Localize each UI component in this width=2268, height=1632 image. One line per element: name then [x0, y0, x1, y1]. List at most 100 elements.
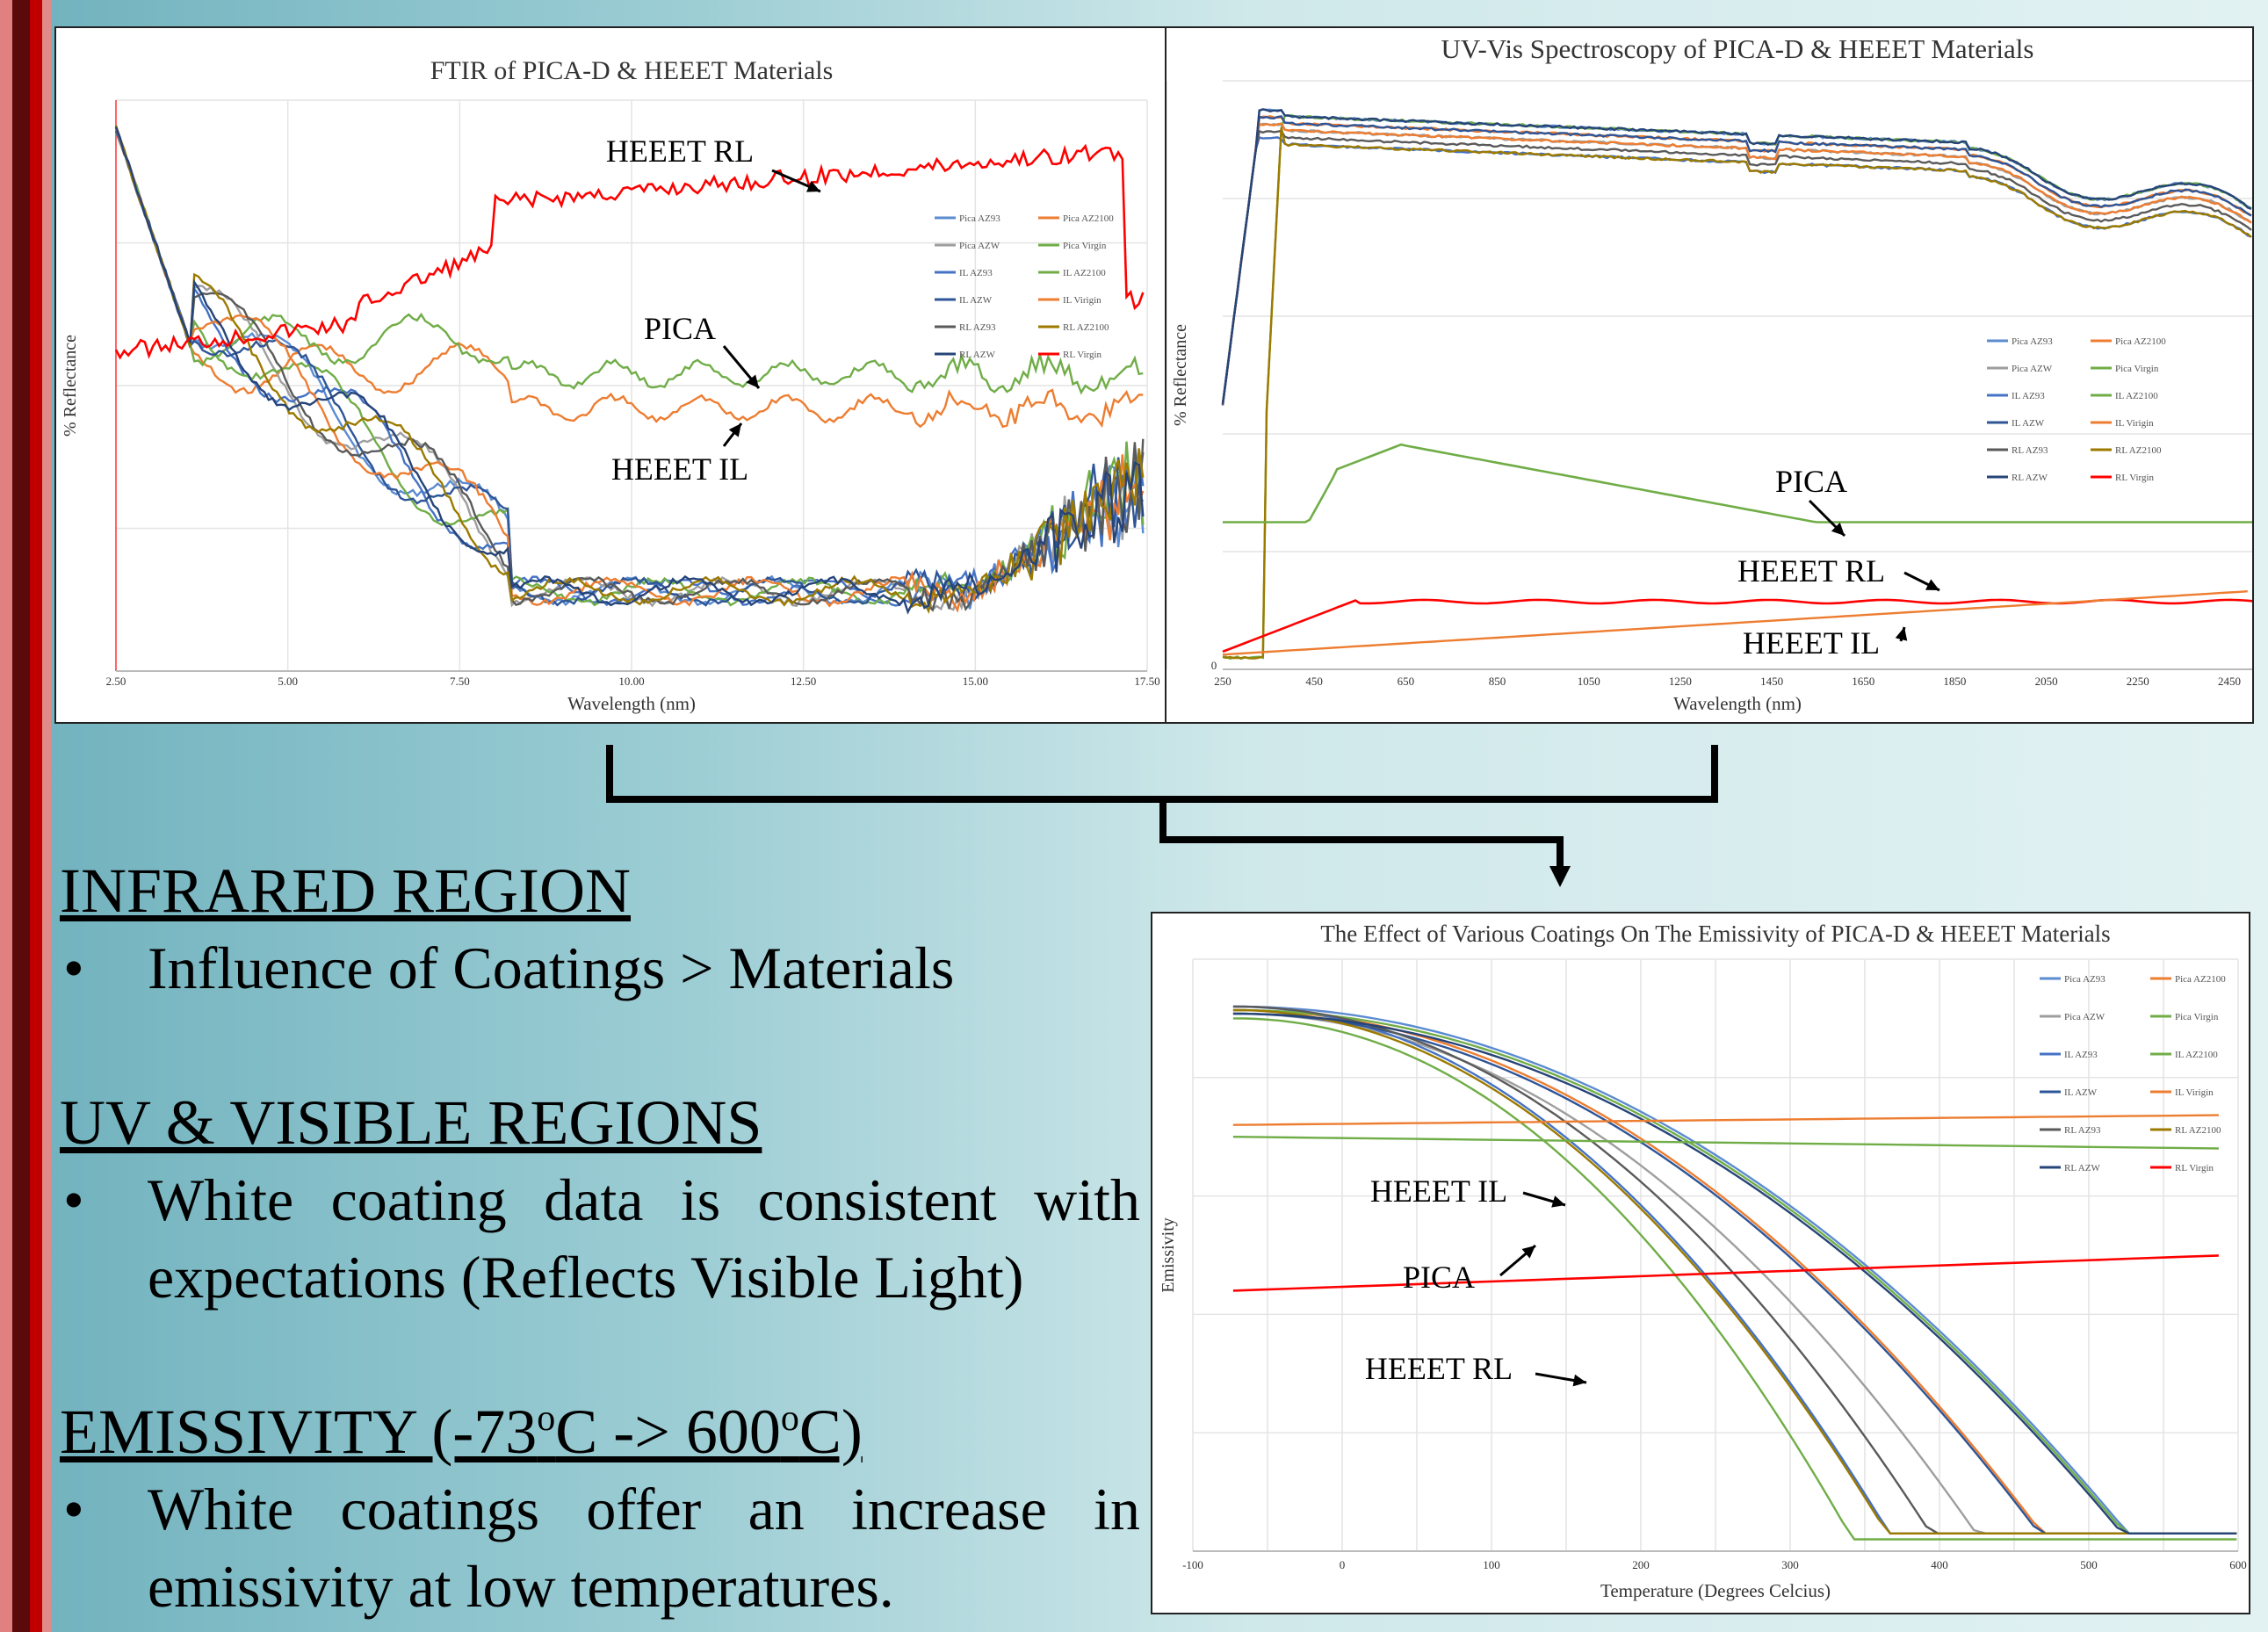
- em-legend-label: RL AZW: [2064, 1163, 2100, 1173]
- em-xtick: 400: [1931, 1558, 1948, 1571]
- uv-series-line: [1221, 129, 2252, 404]
- ftir-annot-pica: PICA: [644, 311, 716, 346]
- em-series-line: [1232, 1012, 2237, 1535]
- em-legend-label: IL AZ2100: [2175, 1050, 2218, 1060]
- ftir-legend-label: RL Virgin: [1063, 350, 1102, 360]
- em-annot-pica: PICA: [1403, 1260, 1475, 1295]
- uv-legend-label: RL Virgin: [2115, 473, 2155, 483]
- summary-text: INFRARED REGION • Influence of Coatings …: [60, 852, 1140, 1625]
- uv-xtick: 2450: [2218, 675, 2241, 688]
- uv-legend-label: RL AZW: [2012, 473, 2048, 483]
- em-annot-il: HEEET IL: [1370, 1173, 1507, 1209]
- ftir-arrow-pica-head: [746, 374, 759, 388]
- stripe-pink: [42, 0, 51, 1632]
- em-xtick: 100: [1483, 1558, 1500, 1571]
- ftir-series-line: [114, 126, 1144, 429]
- uv-annot-rl: HEEET RL: [1737, 553, 1885, 589]
- uv-arrow-il-head: [1895, 627, 1908, 641]
- em-legend-label: RL Virgin: [2175, 1163, 2214, 1173]
- ftir-legend-label: RL AZW: [959, 350, 995, 360]
- connector-bracket: [606, 745, 1718, 887]
- ftir-legend-label: Pica AZ93: [959, 213, 1000, 224]
- heading-infrared: INFRARED REGION: [60, 856, 632, 926]
- uv-xtick: 2250: [2127, 675, 2149, 688]
- em-legend-label: Pica AZW: [2064, 1012, 2105, 1022]
- ftir-xtick: 2.50: [106, 675, 126, 688]
- ftir-xtick: 15.00: [963, 675, 988, 688]
- em-ylabel: Emissivity: [1159, 1217, 1178, 1293]
- uv-annot-il: HEEET IL: [1743, 625, 1880, 661]
- heading-uv-visible: UV & VISIBLE REGIONS: [60, 1087, 762, 1158]
- uv-legend-label: IL Virigin: [2115, 418, 2154, 429]
- uv-xtick: 1050: [1578, 675, 1600, 688]
- uv-arrow-pica-head: [1831, 522, 1845, 536]
- em-xtick: 600: [2229, 1558, 2247, 1571]
- ftir-legend-label: IL Virigin: [1063, 295, 1101, 306]
- ftir-xtick: 17.50: [1134, 675, 1159, 688]
- uv-legend-label: RL AZ93: [2012, 445, 2048, 456]
- em-legend-label: Pica Virgin: [2175, 1012, 2219, 1022]
- ftir-legend-label: IL AZW: [959, 295, 993, 306]
- uv-xtick: 250: [1214, 675, 1232, 688]
- em-arrow-pica-head: [1521, 1246, 1535, 1259]
- uv-legend-label: IL AZ93: [2012, 391, 2045, 401]
- em-series-line: [1232, 1005, 2237, 1535]
- uv-series-il-virgin: [1222, 590, 2248, 656]
- em-legend-label: IL AZ93: [2064, 1050, 2098, 1060]
- em-series-il-az2100: [1232, 1017, 2237, 1541]
- stripe-outer: [0, 0, 12, 1632]
- ftir-legend-label: Pica Virgin: [1063, 241, 1107, 251]
- em-legend-label: RL AZ2100: [2175, 1125, 2221, 1136]
- bullet-infrared-text: Influence of Coatings > Materials: [148, 935, 955, 1001]
- ftir-legend-label: Pica AZ2100: [1063, 213, 1114, 224]
- ftir-legend-label: IL AZ2100: [1063, 268, 1106, 278]
- uv-xlabel: Wavelength (nm): [1673, 693, 1802, 714]
- ftir-chart: FTIR of PICA-D & HEEET Materials Waveleng…: [54, 26, 1167, 724]
- uv-legend-label: Pica Virgin: [2115, 364, 2159, 374]
- ftir-series-line: [114, 130, 1145, 612]
- bullet-uv-text: White coating data is consistent with ex…: [148, 1166, 1140, 1311]
- em-legend-label: IL Virigin: [2175, 1087, 2214, 1098]
- uv-ylabel: % Reflectance: [1171, 324, 1190, 426]
- uv-series-line: [1221, 122, 2252, 406]
- bracket-stem: [1159, 799, 1564, 870]
- em-xtick: 500: [2080, 1558, 2098, 1571]
- emissivity-chart: The Effect of Various Coatings On The Em…: [1151, 912, 2250, 1614]
- ftir-ylabel: % Reflectance: [61, 335, 80, 437]
- em-series-pica-virgin: [1232, 1136, 2219, 1150]
- heading-emissivity: EMISSIVITY (-73oC -> 600oC): [60, 1397, 863, 1467]
- uv-legend-label: Pica AZ2100: [2115, 336, 2166, 347]
- ftir-arrow-rl-head: [806, 180, 820, 192]
- uv-xtick: 650: [1398, 675, 1415, 688]
- ftir-arrow-il-head: [728, 423, 741, 437]
- em-legend-label: IL AZW: [2064, 1087, 2098, 1098]
- bullet-dot: •: [63, 1476, 84, 1542]
- uv-ytick: 0: [1211, 659, 1217, 672]
- em-xtick: 0: [1340, 1558, 1346, 1571]
- uv-xtick: 850: [1489, 675, 1506, 688]
- uv-series-line: [1221, 108, 2252, 405]
- bracket-arrow: [1549, 866, 1571, 887]
- em-xtick: 200: [1632, 1558, 1650, 1571]
- uv-arrow-rl-head: [1925, 579, 1939, 590]
- uv-legend-label: RL AZ2100: [2115, 445, 2162, 456]
- em-xlabel: Temperature (Degrees Celcius): [1600, 1580, 1831, 1601]
- ftir-legend-label: IL AZ93: [959, 268, 993, 278]
- em-series-line: [1232, 1008, 2237, 1535]
- ftir-annot-rl: HEEET RL: [606, 134, 754, 169]
- ftir-xtick: 10.00: [618, 675, 644, 688]
- em-xtick: -100: [1182, 1558, 1203, 1571]
- ftir-legend-label: RL AZ2100: [1063, 322, 1109, 333]
- uv-xtick: 1250: [1669, 675, 1692, 688]
- uv-legend-label: Pica AZW: [2012, 364, 2053, 374]
- em-legend-label: RL AZ93: [2064, 1125, 2101, 1136]
- bracket-line: [606, 745, 1718, 803]
- emissivity-chart-svg: The Effect of Various Coatings On The Em…: [1159, 921, 2247, 1601]
- bullet-emissivity-text: White coatings offer an increase in emis…: [148, 1476, 1140, 1620]
- em-annot-rl: HEEET RL: [1365, 1351, 1513, 1386]
- uv-legend-label: Pica AZ93: [2012, 336, 2053, 347]
- uv-legend-label: IL AZ2100: [2115, 391, 2158, 401]
- em-title: The Effect of Various Coatings On The Em…: [1320, 921, 2110, 947]
- bullet-dot: •: [63, 1166, 84, 1233]
- uv-title: UV-Vis Spectroscopy of PICA-D & HEEET Ma…: [1441, 33, 2034, 64]
